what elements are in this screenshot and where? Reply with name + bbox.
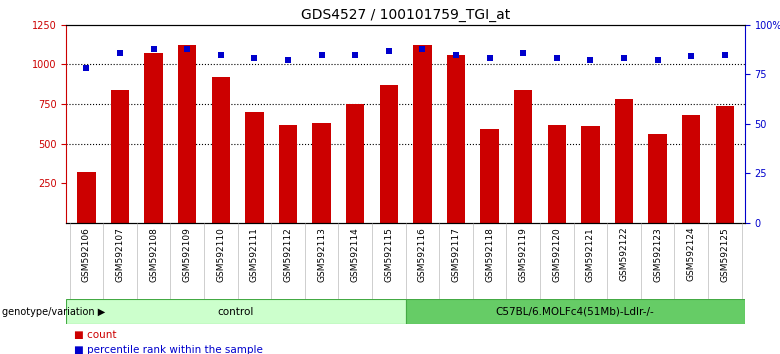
Bar xyxy=(406,299,745,324)
Bar xyxy=(380,85,398,223)
Text: GSM592108: GSM592108 xyxy=(149,227,158,282)
Text: GSM592109: GSM592109 xyxy=(183,227,192,282)
Point xyxy=(417,46,429,51)
Bar xyxy=(682,115,700,223)
Bar xyxy=(77,172,96,223)
Text: GSM592121: GSM592121 xyxy=(586,227,595,281)
Bar xyxy=(66,299,406,324)
Text: GSM592119: GSM592119 xyxy=(519,227,528,282)
Text: GSM592123: GSM592123 xyxy=(653,227,662,281)
Bar xyxy=(480,130,499,223)
Text: genotype/variation ▶: genotype/variation ▶ xyxy=(2,307,105,316)
Point xyxy=(114,50,126,55)
Text: GSM592115: GSM592115 xyxy=(385,227,393,282)
Point xyxy=(215,52,227,57)
Point xyxy=(147,46,160,51)
Bar xyxy=(413,45,431,223)
Point xyxy=(484,56,496,61)
Point xyxy=(248,56,261,61)
Point xyxy=(282,58,294,63)
Bar xyxy=(447,55,465,223)
Text: GSM592122: GSM592122 xyxy=(619,227,629,281)
Bar xyxy=(346,104,364,223)
Point xyxy=(315,52,328,57)
Bar xyxy=(312,123,331,223)
Text: GSM592111: GSM592111 xyxy=(250,227,259,282)
Bar xyxy=(278,125,297,223)
Text: GSM592106: GSM592106 xyxy=(82,227,91,282)
Text: GSM592117: GSM592117 xyxy=(452,227,460,282)
Bar xyxy=(715,105,734,223)
Point xyxy=(382,48,395,53)
Text: GSM592114: GSM592114 xyxy=(351,227,360,281)
Text: ■ count: ■ count xyxy=(74,330,116,339)
Point xyxy=(517,50,530,55)
Point xyxy=(584,58,597,63)
Text: C57BL/6.MOLFc4(51Mb)-Ldlr-/-: C57BL/6.MOLFc4(51Mb)-Ldlr-/- xyxy=(496,307,654,316)
Text: GSM592107: GSM592107 xyxy=(115,227,125,282)
Bar xyxy=(581,126,600,223)
Text: control: control xyxy=(218,307,254,316)
Text: GSM592110: GSM592110 xyxy=(216,227,225,282)
Point xyxy=(349,52,361,57)
Bar xyxy=(178,45,197,223)
Title: GDS4527 / 100101759_TGI_at: GDS4527 / 100101759_TGI_at xyxy=(301,8,510,22)
Bar xyxy=(211,77,230,223)
Text: GSM592113: GSM592113 xyxy=(317,227,326,282)
Point xyxy=(718,52,731,57)
Bar xyxy=(648,134,667,223)
Bar xyxy=(514,90,533,223)
Point xyxy=(618,56,630,61)
Bar xyxy=(245,112,264,223)
Point xyxy=(450,52,463,57)
Bar xyxy=(615,99,633,223)
Point xyxy=(181,46,193,51)
Text: ■ percentile rank within the sample: ■ percentile rank within the sample xyxy=(74,346,263,354)
Point xyxy=(551,56,563,61)
Point xyxy=(651,58,664,63)
Text: GSM592124: GSM592124 xyxy=(686,227,696,281)
Text: GSM592125: GSM592125 xyxy=(720,227,729,281)
Point xyxy=(685,54,697,59)
Bar xyxy=(548,125,566,223)
Text: GSM592112: GSM592112 xyxy=(283,227,292,281)
Point xyxy=(80,65,93,71)
Text: GSM592120: GSM592120 xyxy=(552,227,562,281)
Bar xyxy=(111,90,129,223)
Bar xyxy=(144,53,163,223)
Text: GSM592116: GSM592116 xyxy=(418,227,427,282)
Text: GSM592118: GSM592118 xyxy=(485,227,494,282)
